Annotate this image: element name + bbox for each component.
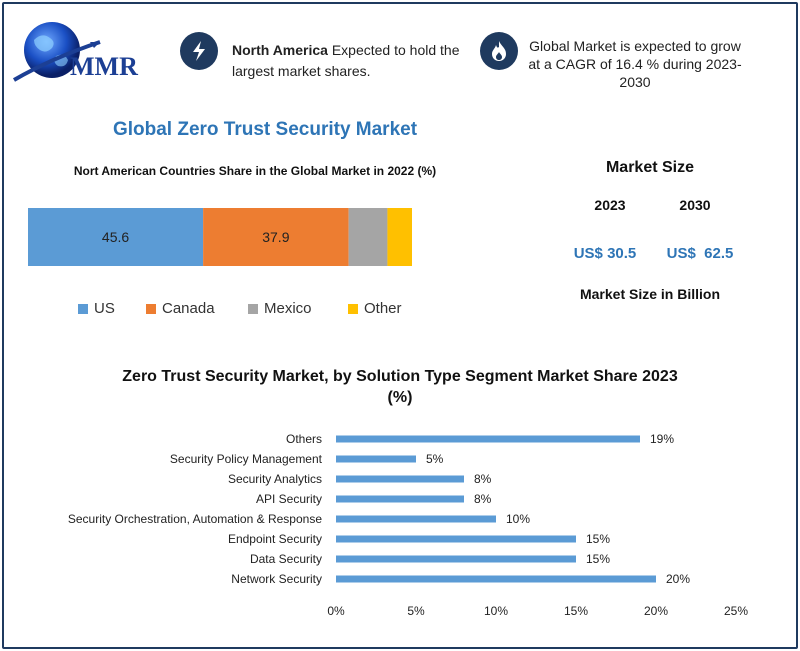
mmr-globe-logo <box>12 22 101 82</box>
legend-label: Canada <box>162 300 215 317</box>
bar-value-label: 19% <box>650 432 674 446</box>
legend-swatch <box>248 303 258 314</box>
north-america-label: North America <box>232 42 328 58</box>
legend-swatch <box>78 303 88 314</box>
logo-text: MMR <box>70 52 138 81</box>
stack-label-canada: 37.9 <box>262 229 289 245</box>
x-tick-label: 20% <box>644 604 668 618</box>
stacked-chart-title: Nort American Countries Share in the Glo… <box>73 164 437 178</box>
year-2023-label: 2023 <box>594 197 626 213</box>
bar-5 <box>336 535 576 543</box>
market-size-unit: Market Size in Billion <box>579 286 721 302</box>
bar-0 <box>336 435 640 443</box>
stack-segment-mexico <box>348 208 388 266</box>
cagr-note: Global Market is expected to grow at a C… <box>528 38 742 90</box>
stack-segment-canada <box>203 208 349 266</box>
bar-6 <box>336 555 576 563</box>
category-label: Security Orchestration, Automation & Res… <box>68 512 322 526</box>
x-tick-label: 25% <box>724 604 748 618</box>
category-label: API Security <box>256 492 322 506</box>
bar-value-label: 10% <box>506 512 530 526</box>
stack-label-us: 45.6 <box>102 229 129 245</box>
category-label: Others <box>286 432 322 446</box>
segment-chart-title: Zero Trust Security Market, by Solution … <box>122 368 678 406</box>
bar-value-label: 20% <box>666 572 690 586</box>
bar-7 <box>336 575 656 583</box>
legend-item-other: Other <box>348 300 402 317</box>
north-america-note: North America Expected to hold the large… <box>232 40 472 82</box>
stack-segment-us <box>28 208 204 266</box>
stack-segment-other <box>387 208 412 266</box>
bar-1 <box>336 455 416 463</box>
legend-label: US <box>94 300 115 317</box>
legend-label: Other <box>364 300 402 317</box>
segment-bar-chart: Others 19% Security Policy Management 5% Sec… <box>68 432 748 618</box>
category-label: Data Security <box>250 552 322 566</box>
category-label: Endpoint Security <box>228 532 322 546</box>
flame-icon <box>480 32 518 70</box>
bar-value-label: 15% <box>586 532 610 546</box>
category-label: Security Analytics <box>228 472 322 486</box>
legend-item-us: US <box>78 300 115 317</box>
legend-swatch <box>146 303 156 314</box>
lightning-bolt-icon <box>180 32 218 70</box>
bar-3 <box>336 495 464 503</box>
x-tick-label: 5% <box>407 604 425 618</box>
market-size-title: Market Size <box>605 159 695 176</box>
year-2030-label: 2030 <box>679 197 711 213</box>
bar-value-label: 15% <box>586 552 610 566</box>
category-label: Network Security <box>231 572 322 586</box>
bar-value-label: 8% <box>474 472 492 486</box>
bar-4 <box>336 515 496 523</box>
bar-value-label: 8% <box>474 492 492 506</box>
legend-item-canada: Canada <box>146 300 215 317</box>
x-tick-label: 10% <box>484 604 508 618</box>
market-size-2023-value: US$ 30.5 <box>573 245 637 262</box>
stacked-legend: US Canada Mexico Other <box>78 300 438 320</box>
main-title: Global Zero Trust Security Market <box>112 119 418 140</box>
bar-2 <box>336 475 464 483</box>
x-tick-label: 15% <box>564 604 588 618</box>
stacked-bar-chart: 45.6 37.9 <box>28 208 412 266</box>
north-america-text: Expected to hold the largest market shar… <box>232 42 460 79</box>
legend-item-mexico: Mexico <box>248 300 312 317</box>
x-tick-label: 0% <box>327 604 345 618</box>
market-size-2030-value: US$ 62.5 <box>666 245 734 262</box>
legend-swatch <box>348 303 358 314</box>
category-label: Security Policy Management <box>170 452 323 466</box>
legend-label: Mexico <box>264 300 312 317</box>
bar-value-label: 5% <box>426 452 444 466</box>
